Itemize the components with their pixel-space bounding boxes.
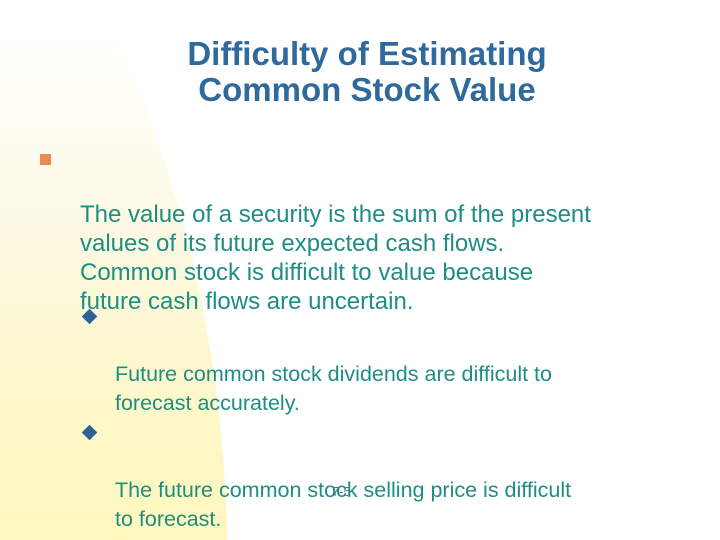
square-bullet-icon (40, 154, 51, 165)
title-line-1: Difficulty of Estimating (187, 35, 547, 72)
slide-title: Difficulty of Estimating Common Stock Va… (14, 36, 720, 108)
sub-bullet-text: The future common stock selling price is… (115, 478, 572, 531)
sub-bullet-text: Future common stock dividends are diffic… (115, 362, 552, 415)
sub-bullet-item: Future common stock dividends are diffic… (81, 302, 682, 418)
sub-bullet-item: The future common stock selling price is… (81, 418, 682, 534)
diamond-bullet-icon (81, 308, 98, 325)
diamond-bullet-icon (81, 424, 98, 441)
sub-bullet-list: Future common stock dividends are diffic… (81, 302, 682, 534)
title-line-2: Common Stock Value (198, 71, 536, 108)
bullet-text: The value of a security is the sum of th… (80, 201, 591, 315)
bullet-item-main: The value of a security is the sum of th… (40, 142, 690, 316)
page-number: 7-5 (332, 484, 351, 499)
